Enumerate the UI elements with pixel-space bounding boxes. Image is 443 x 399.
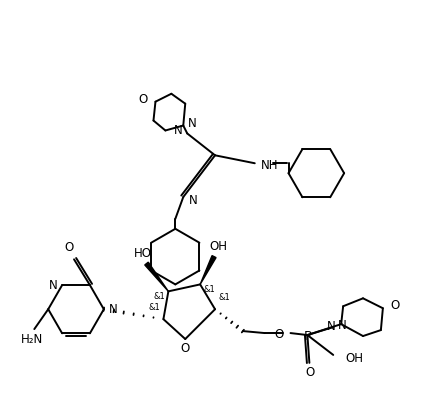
Text: OH: OH [209,240,227,253]
Text: &1: &1 [149,303,160,312]
Text: N: N [48,279,57,292]
Text: N: N [326,320,335,333]
Polygon shape [145,262,168,291]
Text: O: O [391,299,400,312]
Text: &1: &1 [203,285,215,294]
Text: N: N [188,117,197,130]
Text: N: N [109,303,117,316]
Text: NH: NH [261,159,278,172]
Text: OH: OH [345,352,363,365]
Polygon shape [200,256,216,284]
Text: O: O [181,342,190,356]
Text: O: O [64,241,74,254]
Text: &1: &1 [154,292,165,301]
Text: N: N [338,319,347,332]
Text: O: O [306,366,315,379]
Text: O: O [138,93,148,106]
Text: P: P [303,330,311,343]
Text: N: N [174,124,182,137]
Text: H₂N: H₂N [21,332,43,346]
Text: O: O [274,328,283,341]
Text: &1: &1 [218,293,230,302]
Text: N: N [189,194,198,207]
Text: HO: HO [133,247,152,260]
